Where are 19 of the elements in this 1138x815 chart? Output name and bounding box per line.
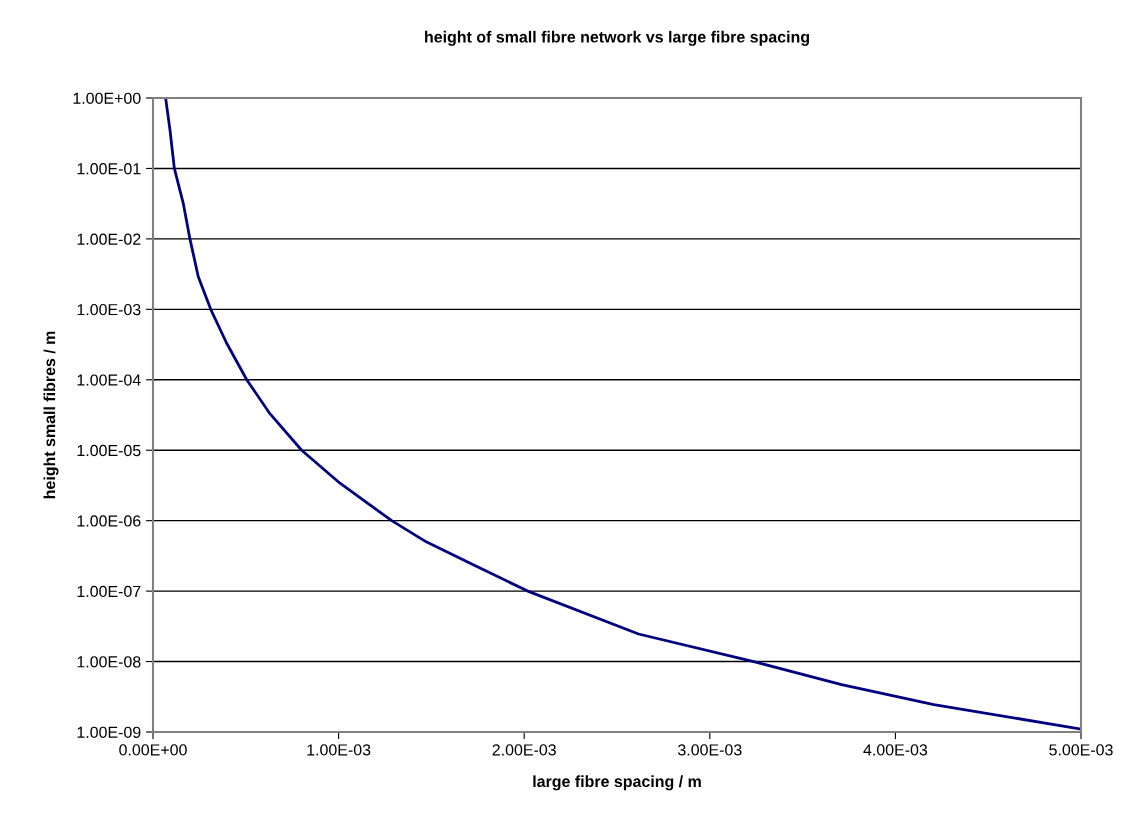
y-tick-label: 1.00E-07 bbox=[77, 585, 141, 598]
x-tick-label: 5.00E-03 bbox=[1049, 744, 1113, 756]
y-tick-label: 1.00E-08 bbox=[77, 656, 141, 668]
x-tick-label: 1.00E-03 bbox=[307, 744, 371, 756]
y-axis-title: height small fibres / m bbox=[43, 331, 59, 499]
x-tick-label: 4.00E-03 bbox=[863, 744, 928, 756]
y-tick-label: 1.00E-04 bbox=[77, 374, 141, 386]
y-tick-label: 1.00E+00 bbox=[73, 92, 141, 104]
y-tick-label: 1.00E-01 bbox=[77, 163, 141, 175]
y-tick-label: 1.00E-06 bbox=[77, 515, 141, 527]
y-tick-label: 1.00E-05 bbox=[77, 444, 141, 457]
y-tick-label: 1.00E-02 bbox=[77, 233, 141, 245]
x-tick-label: 0.00E+00 bbox=[119, 744, 187, 756]
chart-title: height of small fibre network vs large fibre spacing bbox=[425, 30, 809, 46]
y-tick-label: 1.00E-09 bbox=[77, 726, 141, 738]
x-axis-title: large fibre spacing / m bbox=[533, 775, 701, 791]
x-tick-label: 2.00E-03 bbox=[492, 744, 556, 756]
x-tick-label: 3.00E-03 bbox=[678, 744, 742, 756]
y-tick-label: 1.00E-03 bbox=[77, 303, 141, 316]
